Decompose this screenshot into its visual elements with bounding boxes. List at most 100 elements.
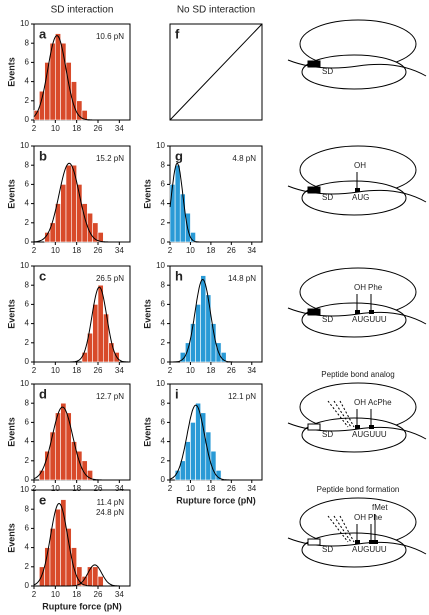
y-tick-label: 2 [161,218,166,227]
x-tick-label: 34 [247,246,256,255]
diagram-label: AcPhe [368,398,392,407]
y-tick-label: 2 [25,96,30,105]
diagram-label: SD [322,315,333,324]
x-tick-label: 34 [115,246,124,255]
diagram-label: OH [354,513,366,522]
x-tick-label: 18 [72,366,81,375]
x-tick-label: 10 [51,590,60,599]
x-tick-label: 2 [32,366,37,375]
x-tick-label: 10 [51,246,60,255]
x-tick-label: 2 [32,124,37,133]
y-tick-label: 6 [25,300,30,309]
bar [190,422,195,480]
x-tick-label: 26 [227,366,236,375]
y-tick-label: 0 [25,581,30,590]
peak-label: 12.7 pN [96,392,124,401]
x-tick-label: 2 [168,366,173,375]
diagram-label: OH [354,398,366,407]
sd-box [308,309,320,315]
diagram-label: Phe [368,283,383,292]
bar [55,413,60,480]
x-tick-label: 34 [247,484,256,493]
y-tick-label: 4 [25,319,30,328]
x-tick-label: 34 [115,366,124,375]
bar [66,413,71,480]
y-tick-label: 8 [25,398,30,407]
y-axis-label: Events [6,523,16,553]
x-tick-label: 10 [51,484,60,493]
panel-label: f [175,26,180,41]
diagram-label: fMet [372,503,388,512]
y-axis-label: Events [142,299,152,329]
y-tick-label: 0 [25,475,30,484]
panel-label: g [175,148,183,163]
y-tick-label: 10 [20,261,29,270]
x-tick-label: 18 [72,590,81,599]
y-axis-label: Events [142,179,152,209]
y-tick-label: 4 [161,437,166,446]
x-tick-label: 2 [168,246,173,255]
bar [66,528,71,586]
x-tick-label: 10 [51,124,60,133]
peak-label: 10.6 pN [96,32,124,41]
x-tick-label: 34 [247,366,256,375]
sd-box [308,61,320,67]
y-tick-label: 6 [25,524,30,533]
diagram-label: OH [354,283,366,292]
x-tick-label: 34 [115,590,124,599]
bar [190,324,195,362]
y-tick-label: 2 [25,562,30,571]
x-tick-label: 18 [72,246,81,255]
diagram-title: Peptide bond analog [321,370,394,379]
y-tick-label: 0 [161,357,166,366]
bar [206,295,211,362]
column-title: No SD interaction [177,5,255,16]
y-axis-label: Events [6,179,16,209]
y-tick-label: 6 [25,58,30,67]
bar [55,34,60,120]
y-tick-label: 10 [20,19,29,28]
bar [61,184,66,242]
bar [93,304,98,362]
peak-label: 15.2 pN [96,154,124,163]
y-tick-label: 6 [161,300,166,309]
x-tick-label: 2 [32,590,37,599]
bar [61,403,66,480]
panel-label: d [39,386,47,401]
diagram-label: SD [322,430,333,439]
y-tick-label: 10 [156,379,165,388]
y-tick-label: 10 [20,141,29,150]
x-tick-label: 26 [94,246,103,255]
y-tick-label: 8 [161,160,166,169]
panel-label: h [175,268,183,283]
page: SD interaction No SD interaction a 10.6 p… [0,0,429,615]
diagram-title: Peptide bond formation [317,485,400,494]
trna-anchor [355,188,360,192]
x-axis-label: Rupture force (pN) [42,601,122,611]
trna-anchor [355,310,360,314]
x-tick-label: 34 [115,484,124,493]
y-tick-label: 4 [25,437,30,446]
y-tick-label: 10 [156,141,165,150]
panel-label: c [39,268,46,283]
y-tick-label: 6 [161,418,166,427]
y-tick-label: 8 [25,38,30,47]
y-tick-label: 4 [25,543,30,552]
bar [175,165,180,242]
x-tick-label: 18 [72,124,81,133]
x-tick-label: 26 [94,484,103,493]
bar [109,343,114,362]
y-tick-label: 8 [161,398,166,407]
y-tick-label: 4 [25,77,30,86]
x-tick-label: 26 [94,366,103,375]
y-axis-label: Events [6,417,16,447]
figure: SD interaction No SD interaction a 10.6 p… [0,0,429,615]
panel-label: a [39,26,47,41]
x-tick-label: 18 [72,484,81,493]
bar [50,432,55,480]
diagonal [170,24,262,120]
y-tick-label: 8 [25,504,30,513]
bar [39,470,44,480]
panel-label: i [175,386,179,401]
column-title: SD interaction [51,5,114,16]
